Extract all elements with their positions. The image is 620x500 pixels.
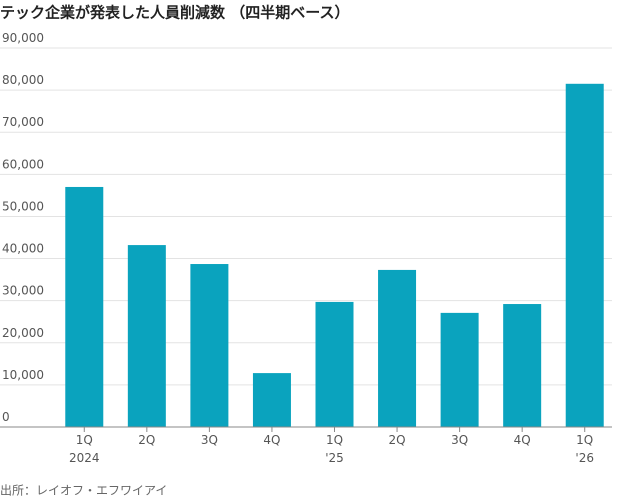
y-tick-label: 20,000: [2, 326, 44, 340]
x-tick-label: 2Q: [138, 433, 155, 447]
x-tick-label: 3Q: [201, 433, 218, 447]
y-tick-label: 50,000: [2, 199, 44, 213]
x-tick-label: 3Q: [451, 433, 468, 447]
y-tick-label: 60,000: [2, 157, 44, 171]
bar: [65, 186, 104, 427]
x-tick-label: 4Q: [263, 433, 280, 447]
x-tick-label: 4Q: [514, 433, 531, 447]
x-tick-year: '26: [575, 451, 594, 465]
x-tick-year: 2024: [69, 451, 100, 465]
y-tick-label: 90,000: [2, 31, 44, 45]
bar: [565, 83, 604, 428]
x-tick-year: '25: [325, 451, 344, 465]
bar: [315, 301, 354, 427]
x-tick-label: 1Q: [76, 433, 93, 447]
bar: [378, 269, 417, 427]
bar: [440, 312, 479, 427]
bar: [190, 264, 229, 427]
bar: [127, 245, 166, 427]
x-tick-label: 1Q: [576, 433, 593, 447]
y-tick-label: 10,000: [2, 368, 44, 382]
x-tick-label: 2Q: [389, 433, 406, 447]
y-tick-label: 80,000: [2, 73, 44, 87]
source: 出所：レイオフ・エフワイアイ: [0, 484, 167, 498]
x-tick-label: 1Q: [326, 433, 343, 447]
y-tick-label: 70,000: [2, 115, 44, 129]
bar: [252, 373, 291, 427]
chart-title: テック企業が発表した人員削減数 （四半期ベース）: [0, 4, 349, 22]
y-tick-label: 40,000: [2, 242, 44, 256]
y-tick-label: 30,000: [2, 284, 44, 298]
y-tick-label: 0: [2, 410, 10, 424]
bar: [503, 304, 542, 427]
